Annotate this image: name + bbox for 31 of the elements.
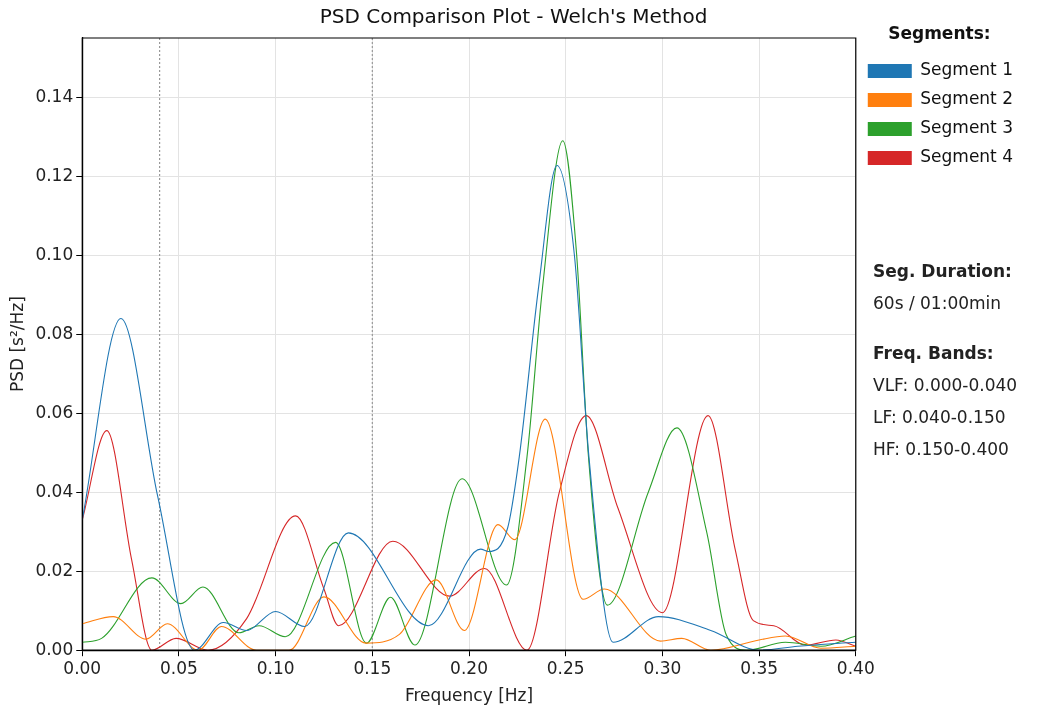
x-tick-label: 0.20 [450, 657, 488, 678]
x-tick-label: 0.35 [740, 657, 779, 678]
legend-label: Segment 1 [920, 59, 1014, 80]
x-tick-label: 0.30 [643, 657, 682, 678]
x-tick-label: 0.05 [160, 657, 198, 678]
y-tick-label: 0.12 [35, 164, 74, 185]
y-tick-label: 0.14 [35, 85, 74, 106]
x-tick-label: 0.15 [353, 657, 392, 678]
y-tick-label: 0.02 [35, 559, 74, 580]
y-tick-label: 0.00 [35, 638, 74, 659]
y-axis-title: PSD [s²/Hz] [6, 296, 27, 393]
text: VLF: 0.000-0.040 [873, 374, 1018, 397]
text: Seg. Duration: [873, 260, 1013, 283]
legend-label: Segment 2 [920, 88, 1014, 109]
legend-label: Segment 4 [920, 146, 1014, 167]
y-tick-label: 0.08 [35, 322, 74, 343]
text: LF: 0.040-0.150 [873, 406, 1007, 429]
chart-title: PSD Comparison Plot - Welch's Method [319, 4, 708, 29]
y-tick-label: 0.10 [35, 243, 74, 264]
x-tick-label: 0.40 [836, 657, 875, 678]
x-tick-label: 0.25 [546, 657, 585, 678]
x-tick-label: 0.10 [256, 657, 295, 678]
text: Freq. Bands: [873, 342, 995, 365]
legend-label: Segment 3 [920, 117, 1014, 138]
text: 60s / 01:00min [873, 292, 1003, 315]
y-tick-label: 0.06 [35, 401, 74, 422]
x-axis-title: Frequency [Hz] [404, 685, 534, 706]
x-tick-label: 0.00 [63, 657, 102, 678]
text: HF: 0.150-0.400 [873, 438, 1010, 461]
y-tick-label: 0.04 [35, 480, 74, 501]
legend-title: Segments: [888, 22, 991, 43]
